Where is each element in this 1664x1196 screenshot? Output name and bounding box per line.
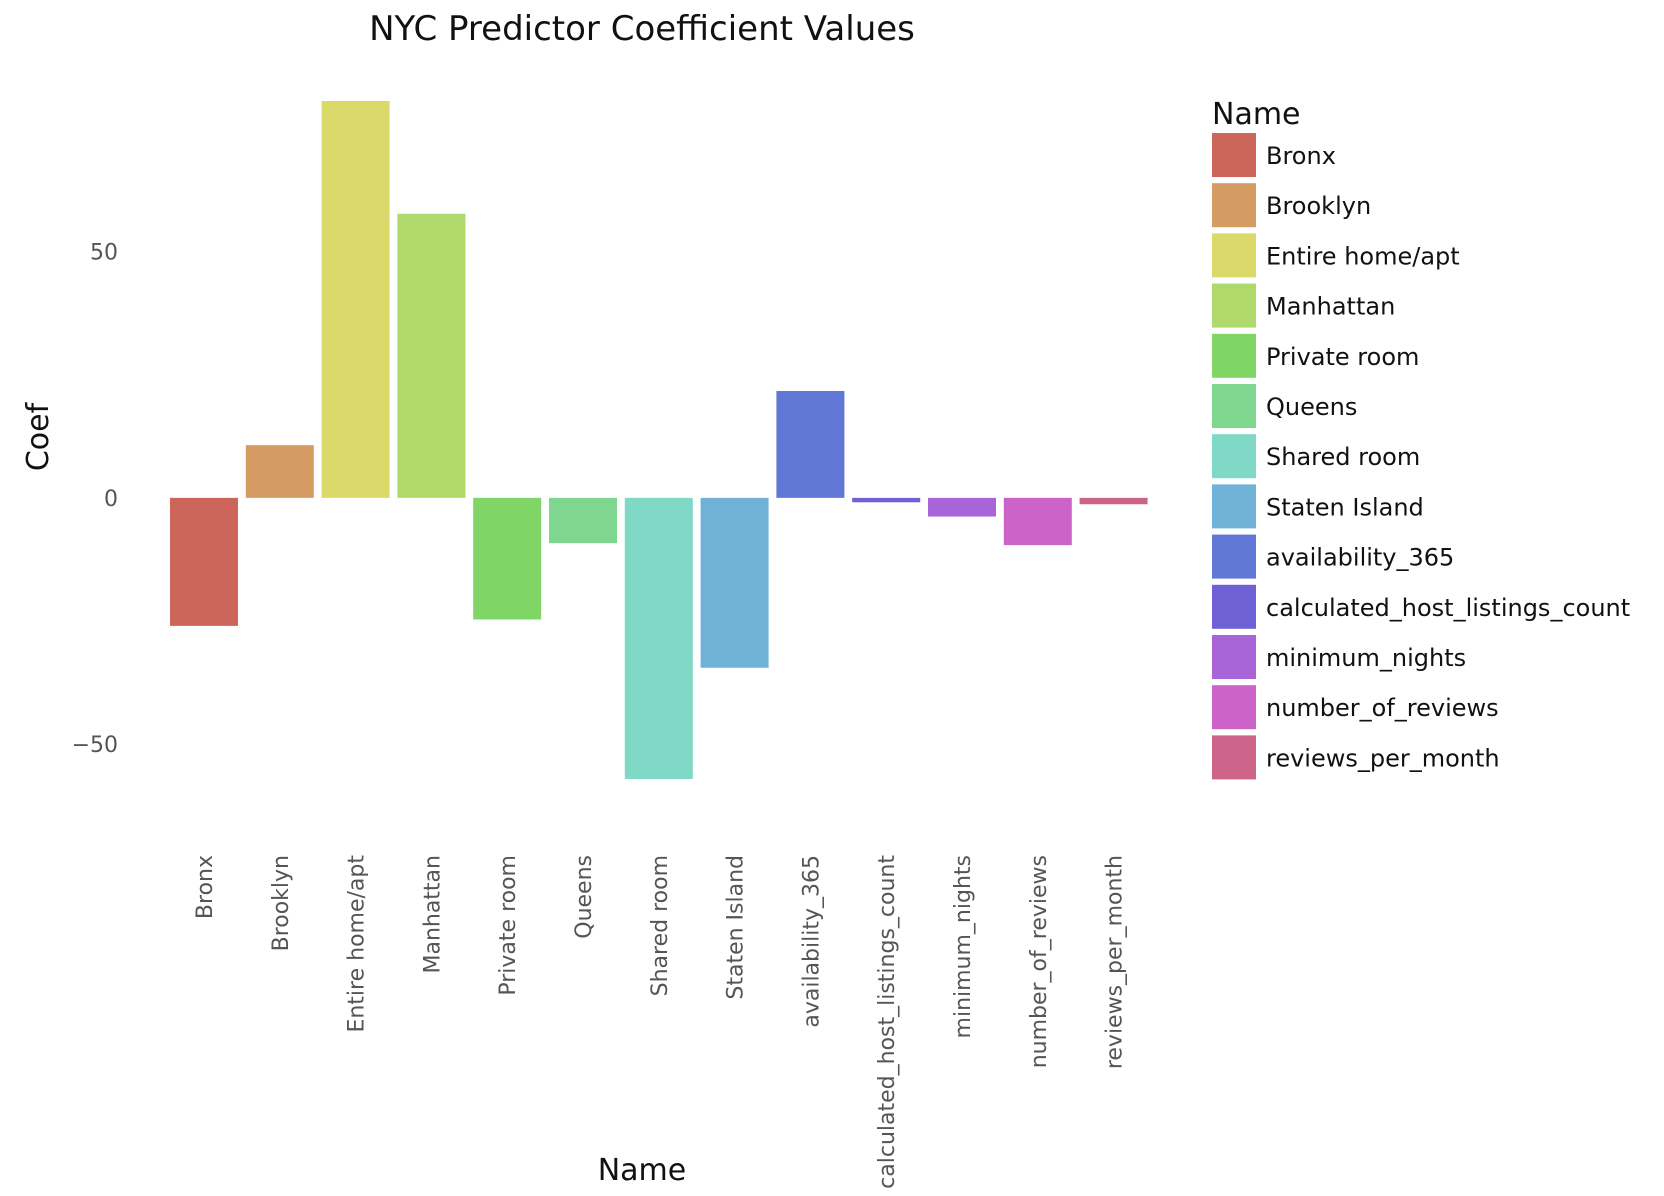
legend-swatch: [1212, 534, 1256, 579]
legend-swatch: [1212, 133, 1256, 177]
bar-calculated-host-listings-count: [852, 497, 921, 503]
x-tick-label: Entire home/apt: [345, 855, 370, 1033]
bar-private-room: [473, 497, 542, 620]
x-tick-label: Private room: [496, 855, 521, 996]
legend-swatch: [1212, 584, 1256, 629]
x-tick-label: availability_365: [799, 855, 824, 1028]
legend-swatch: [1212, 233, 1256, 278]
chart-title: NYC Predictor Coefficient Values: [369, 9, 915, 49]
legend-item: Manhattan: [1212, 283, 1395, 328]
legend-item: Entire home/apt: [1212, 233, 1460, 278]
bar-entire-home-apt: [321, 101, 390, 498]
legend-label: Shared room: [1266, 443, 1420, 471]
legend-swatch: [1212, 735, 1256, 780]
legend-label: number_of_reviews: [1266, 694, 1499, 722]
y-axis-ticks: −50 0 50: [72, 241, 118, 758]
bar-staten-island: [700, 497, 769, 668]
bar-minimum-nights: [928, 497, 996, 517]
legend-item: Shared room: [1212, 434, 1420, 479]
bar-shared-room: [624, 497, 693, 779]
x-tick-label: Queens: [572, 855, 597, 939]
x-tick-label: Staten Island: [724, 855, 749, 1000]
legend-item: number_of_reviews: [1212, 685, 1499, 730]
legend-label: availability_365: [1266, 544, 1454, 572]
legend-swatch: [1212, 635, 1256, 679]
legend-swatch: [1212, 384, 1256, 428]
x-tick-label: Shared room: [648, 855, 673, 996]
x-tick-label: minimum_nights: [951, 855, 976, 1038]
legend-swatch: [1212, 434, 1256, 479]
x-tick-label: reviews_per_month: [1103, 855, 1128, 1069]
legend-item: Bronx: [1212, 133, 1336, 177]
legend-swatch: [1212, 283, 1256, 328]
legend-label: Manhattan: [1266, 293, 1395, 321]
legend-item: Brooklyn: [1212, 183, 1371, 228]
bar-queens: [549, 497, 617, 544]
bar-reviews-per-month: [1079, 497, 1148, 505]
legend-label: Entire home/apt: [1266, 242, 1460, 270]
legend-label: Private room: [1266, 343, 1419, 371]
legend-label: minimum_nights: [1266, 644, 1466, 672]
legend-item: minimum_nights: [1212, 635, 1466, 679]
legend-item: Staten Island: [1212, 484, 1424, 529]
bar-bronx: [170, 497, 238, 626]
bars: [170, 101, 1148, 779]
bar-manhattan: [397, 213, 466, 498]
legend-label: Staten Island: [1266, 493, 1424, 521]
legend-swatch: [1212, 183, 1256, 228]
legend-label: Bronx: [1266, 142, 1336, 170]
x-axis-title: Name: [598, 1153, 687, 1188]
legend-items: Bronx Brooklyn Entire home/apt Manhattan Pri…: [1212, 133, 1630, 780]
legend-swatch: [1212, 484, 1256, 529]
bar-brooklyn: [245, 445, 314, 498]
x-tick-label: Brooklyn: [269, 855, 294, 951]
bar-number-of-reviews: [1003, 497, 1072, 546]
legend-label: Brooklyn: [1266, 192, 1371, 220]
y-tick-label: 0: [104, 487, 118, 512]
legend-label: Queens: [1266, 393, 1357, 421]
legend-item: Queens: [1212, 384, 1357, 428]
legend-item: reviews_per_month: [1212, 735, 1500, 780]
legend-item: availability_365: [1212, 534, 1454, 579]
legend-swatch: [1212, 685, 1256, 730]
x-tick-label: calculated_host_listings_count: [875, 855, 900, 1189]
legend-item: Private room: [1212, 333, 1419, 378]
x-tick-label: Manhattan: [420, 855, 445, 974]
x-tick-label: Bronx: [193, 855, 218, 919]
legend-item: calculated_host_listings_count: [1212, 584, 1630, 629]
legend-swatch: [1212, 333, 1256, 378]
y-tick-label: 50: [90, 241, 118, 266]
y-axis-title: Coef: [21, 401, 56, 471]
legend-title: Name: [1212, 97, 1301, 132]
legend-label: reviews_per_month: [1266, 744, 1500, 772]
legend: Name Bronx Brooklyn Entire home/apt Manhatt…: [1212, 97, 1630, 780]
x-tick-label: number_of_reviews: [1027, 855, 1052, 1068]
bar-availability-365: [776, 391, 845, 498]
legend-label: calculated_host_listings_count: [1266, 594, 1630, 622]
y-tick-label: −50: [72, 733, 118, 758]
x-axis-ticks: Bronx Brooklyn Entire home/apt Manhattan Pri…: [193, 855, 1128, 1189]
